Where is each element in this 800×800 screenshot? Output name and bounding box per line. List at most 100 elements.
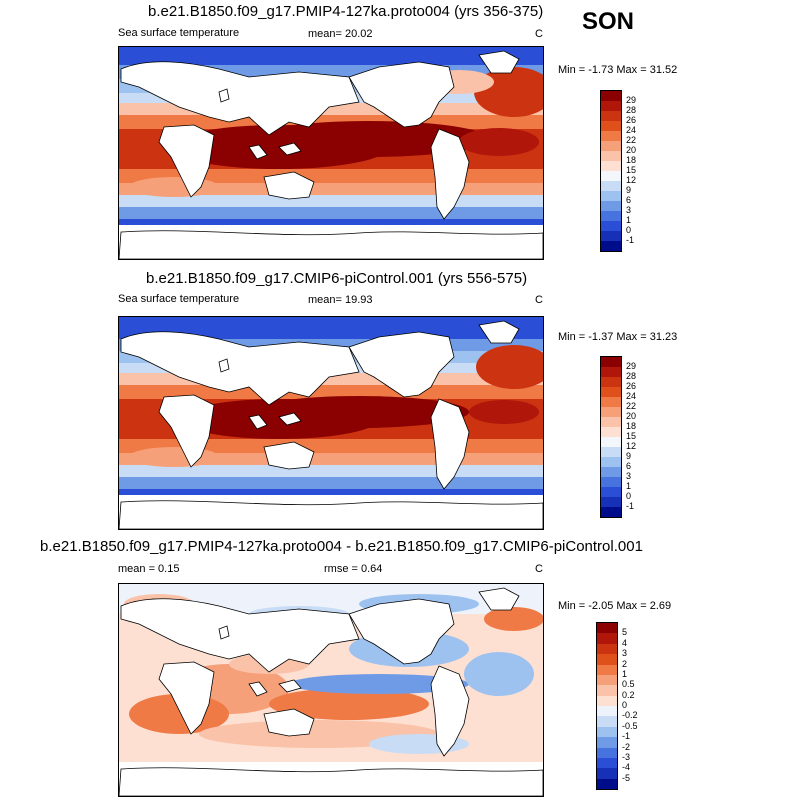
panel3-units: C: [535, 563, 543, 575]
colorbar-swatch: [597, 757, 617, 769]
colorbar-tick-label: 2: [622, 658, 628, 669]
colorbar-swatch: [597, 643, 617, 655]
panel3-title: b.e21.B1850.f09_g17.PMIP4-127ka.proto004…: [40, 538, 643, 555]
colorbar-swatch: [601, 131, 621, 141]
panel3-minmax: Min = -2.05 Max = 2.69: [558, 600, 672, 612]
colorbar-tick-label: 0: [626, 225, 632, 235]
colorbar-tick-label: 18: [626, 155, 637, 165]
colorbar-tick-label: 29: [626, 95, 637, 105]
colorbar-tick-label: 1: [626, 215, 632, 225]
colorbar-swatch: [601, 487, 621, 497]
colorbar-tick-label: -1: [626, 235, 635, 245]
colorbar-tick-label: 3: [626, 205, 632, 215]
panel1-colorbar-labels: 29 28 26 24 22 20 18 15 12 9 6 3 1 0 -1: [626, 90, 656, 250]
season-label: SON: [582, 8, 635, 35]
colorbar-tick-label: -0.2: [622, 710, 638, 721]
colorbar-tick-label: 0.2: [622, 689, 635, 700]
colorbar-tick-label: 3: [626, 471, 632, 481]
colorbar-tick-label: 9: [626, 185, 632, 195]
colorbar-swatch: [601, 397, 621, 407]
panel1-mean: mean= 20.02: [308, 28, 373, 40]
panel1-map: [118, 46, 544, 260]
colorbar-tick-label: 6: [626, 461, 632, 471]
colorbar-swatch: [597, 633, 617, 644]
colorbar-tick-label: 3: [622, 648, 628, 659]
colorbar-tick-label: 24: [626, 391, 637, 401]
colorbar-swatch: [601, 221, 621, 231]
panel3-mean: mean = 0.15: [118, 563, 180, 575]
panel3-colorbar-labels: 5 4 3 2 1 0.5 0.2 0 -0.2 -0.5 -1 -2 -3 -4 -5: [622, 622, 656, 788]
colorbar-swatch: [601, 211, 621, 221]
colorbar-swatch: [601, 467, 621, 477]
colorbar-swatch: [597, 674, 617, 686]
colorbar-tick-label: 6: [626, 195, 632, 205]
colorbar-swatch: [601, 457, 621, 467]
colorbar-tick-label: 12: [626, 175, 637, 185]
colorbar-swatch: [601, 91, 621, 101]
panel1-title: b.e21.B1850.f09_g17.PMIP4-127ka.proto004…: [148, 3, 544, 20]
colorbar-tick-label: 18: [626, 421, 637, 431]
colorbar-swatch: [597, 706, 617, 717]
colorbar-swatch: [601, 377, 621, 387]
panel2-title: b.e21.B1850.f09_g17.CMIP6-piControl.001 …: [146, 270, 528, 287]
panel2-units: C: [535, 294, 543, 306]
colorbar-swatch: [597, 654, 617, 665]
colorbar-swatch: [601, 201, 621, 211]
colorbar-swatch: [597, 737, 617, 748]
colorbar-swatch: [601, 407, 621, 417]
panel2-map: [118, 316, 544, 530]
panel1-minmax: Min = -1.73 Max = 31.52: [558, 64, 678, 76]
colorbar-tick-label: 24: [626, 125, 637, 135]
colorbar-tick-label: -2: [622, 741, 631, 752]
colorbar-swatch: [601, 497, 621, 507]
colorbar-tick-label: 0: [622, 700, 628, 710]
colorbar-tick-label: 12: [626, 441, 637, 451]
colorbar-swatch: [597, 623, 617, 634]
panel1-units: C: [535, 28, 543, 40]
colorbar-swatch: [601, 357, 621, 367]
colorbar-tick-label: 20: [626, 411, 637, 421]
panel2-colorbar-labels: 29 28 26 24 22 20 18 15 12 9 6 3 1 0 -1: [626, 356, 656, 516]
panel2-mean: mean= 19.93: [308, 294, 373, 306]
colorbar-tick-label: 5: [622, 627, 628, 638]
colorbar-swatch: [597, 664, 617, 675]
colorbar-swatch: [597, 726, 617, 738]
colorbar-tick-label: 1: [622, 668, 628, 679]
colorbar-tick-label: -5: [622, 772, 631, 783]
colorbar-swatch: [601, 241, 621, 251]
colorbar-tick-label: 26: [626, 381, 637, 391]
colorbar-tick-label: -0.5: [622, 720, 638, 731]
colorbar-tick-label: 1: [626, 481, 632, 491]
colorbar-swatch: [601, 427, 621, 437]
panel3-map-svg: [119, 584, 543, 796]
colorbar-tick-label: 22: [626, 135, 637, 145]
colorbar-swatch: [601, 101, 621, 111]
colorbar-swatch: [597, 778, 617, 789]
colorbar-tick-label: 15: [626, 165, 637, 175]
colorbar-swatch: [597, 695, 617, 706]
colorbar-swatch: [601, 507, 621, 517]
colorbar-swatch: [601, 141, 621, 151]
colorbar-tick-label: -4: [622, 762, 631, 773]
colorbar-tick-label: 0: [626, 491, 632, 501]
colorbar-swatch: [601, 151, 621, 161]
colorbar-tick-label: 22: [626, 401, 637, 411]
colorbar-tick-label: 4: [622, 637, 628, 648]
colorbar-swatch: [601, 417, 621, 427]
panel2-minmax: Min = -1.37 Max = 31.23: [558, 331, 678, 343]
panel2-map-svg: [119, 317, 543, 529]
panel1-map-svg: [119, 47, 543, 259]
colorbar-swatch: [597, 685, 617, 696]
panel2-variable: Sea surface temperature: [118, 293, 240, 305]
colorbar-tick-label: -3: [622, 751, 631, 762]
colorbar-tick-label: -1: [626, 501, 635, 511]
colorbar-tick-label: 15: [626, 431, 637, 441]
colorbar-tick-label: 28: [626, 371, 637, 381]
colorbar-tick-label: 29: [626, 361, 637, 371]
colorbar-tick-label: 9: [626, 451, 632, 461]
panel3-rmse: rmse = 0.64: [324, 563, 383, 575]
panel3-colorbar: [596, 622, 618, 790]
colorbar-tick-label: -1: [622, 731, 631, 742]
colorbar-swatch: [601, 387, 621, 397]
colorbar-swatch: [601, 111, 621, 121]
